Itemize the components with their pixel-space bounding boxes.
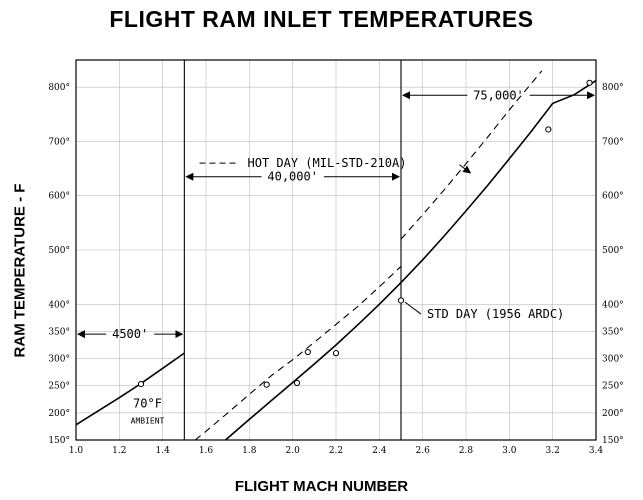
x-tick-label-6: 2.2: [329, 446, 343, 456]
y-tick-label-right-0: 150°: [602, 436, 624, 446]
x-tick-label-10: 3.0: [502, 446, 517, 456]
x-tick-label-7: 2.4: [372, 446, 387, 456]
y-tick-label-right-2: 250°: [602, 382, 624, 392]
y-tick-label-left-1: 200°: [48, 409, 70, 419]
series-0-label: STD DAY (1956 ARDC): [427, 307, 564, 321]
y-tick-label-right-1: 200°: [602, 409, 624, 419]
y-tick-label-left-0: 150°: [48, 436, 70, 446]
x-tick-label-2: 1.4: [156, 446, 171, 456]
curves: [75, 70, 597, 441]
series-1-segment-1: [400, 70, 543, 240]
series-1-marker-0: [263, 381, 270, 388]
series-0-segment-1: [224, 79, 597, 441]
y-tick-label-left-5: 400°: [48, 300, 70, 310]
x-tick-label-0: 1.0: [69, 446, 84, 456]
plot-frame: [75, 59, 597, 441]
x-tick-label-3: 1.6: [199, 446, 214, 456]
x-tick-label-9: 2.8: [459, 446, 474, 456]
annotation-label-0: 4500': [112, 327, 148, 341]
y-tick-label-left-8: 700°: [48, 137, 70, 147]
x-tick-label-12: 3.4: [589, 446, 604, 456]
x-axis-label: FLIGHT MACH NUMBER: [234, 478, 409, 495]
series-0-marker-1: [293, 379, 301, 387]
y-tick-label-right-5: 400°: [602, 300, 624, 310]
y-tick-label-left-6: 500°: [48, 246, 70, 256]
y-tick-label-right-3: 300°: [602, 355, 624, 365]
y-tick-labels-right: 150° 200° 250° 300° 350° 400° 500° 600° 700° 800°: [602, 83, 624, 446]
y-tick-label-right-7: 600°: [602, 192, 624, 202]
series-0-marker-0: [137, 380, 145, 388]
annotation-label-2: 75,000': [473, 88, 524, 102]
y-tick-label-right-9: 800°: [602, 83, 624, 93]
y-tick-labels-left: 150° 200° 250° 300° 350° 400° 500° 600° 700° 800°: [48, 83, 70, 446]
x-tick-label-8: 2.6: [416, 446, 431, 456]
y-tick-label-left-2: 250°: [48, 382, 70, 392]
annotation-label-1: 40,000': [267, 170, 318, 184]
x-tick-label-4: 1.8: [242, 446, 257, 456]
y-tick-label-right-4: 350°: [602, 327, 624, 337]
series-1-segment-0: [194, 265, 402, 441]
y-tick-label-left-7: 600°: [48, 192, 70, 202]
chart-title: FLIGHT RAM INLET TEMPERATURES: [109, 6, 534, 32]
grid: [75, 60, 597, 441]
series-0-marker-3: [397, 297, 405, 304]
y-tick-label-right-8: 700°: [602, 137, 624, 147]
series-1-leader: [459, 164, 472, 174]
series-0-marker-5: [586, 79, 593, 86]
x-tick-label-5: 2.0: [286, 446, 301, 456]
altitude-boundaries: [183, 60, 402, 440]
series-0-marker-4: [545, 126, 552, 133]
y-tick-label-left-3: 300°: [48, 355, 70, 365]
y-tick-label-left-4: 350°: [48, 327, 70, 337]
y-tick-label-left-9: 800°: [48, 83, 70, 93]
x-tick-label-1: 1.2: [112, 446, 126, 456]
annotation-label-3: 70°F: [133, 396, 162, 410]
x-tick-labels: 1.0 1.2 1.4 1.6 1.8 2.0 2.2 2.4 2.6 2.8 3.0 3.2 3.4: [69, 446, 604, 456]
series-1-label: HOT DAY (MIL-STD-210A): [248, 156, 407, 170]
series-0-segment-0: [75, 352, 185, 426]
annotation-label-4: AMBIENT: [131, 417, 165, 426]
x-tick-label-11: 3.2: [546, 446, 560, 456]
series-0-leader: [404, 301, 422, 315]
series-labels: HOT DAY (MIL-STD-210A) STD DAY (1956 ARDC…: [199, 156, 564, 321]
annotations: 4500' 40,000' 75,000' 70°F AMBIENT: [77, 88, 595, 426]
y-tick-label-right-6: 500°: [602, 246, 624, 256]
series-0-marker-2: [332, 350, 340, 357]
series-1-marker-1: [304, 348, 311, 356]
